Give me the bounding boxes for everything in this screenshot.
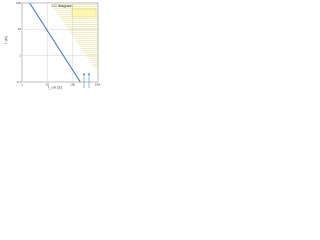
note-box (71, 8, 97, 18)
x-tick-label: 1 (21, 82, 23, 86)
x-tick-label: 100 (70, 82, 75, 86)
page: {"chart_data": {"type": "line", "title":… (0, 0, 100, 91)
y-tick-label: 0.1 (17, 80, 22, 84)
x-tick-label: 10 (46, 82, 50, 86)
y-tick-label: 10 (18, 27, 22, 31)
data-line (29, 2, 81, 83)
y-tick-label: 100 (16, 1, 21, 5)
chart-title: I-C diagram (52, 3, 74, 8)
y-tick-label: 1 (19, 53, 21, 57)
arrow-head (83, 72, 85, 75)
arrow-head (88, 72, 90, 75)
hatched-region (50, 3, 98, 70)
x-axis-label: t_on (s) (48, 85, 62, 90)
y-axis-label: I (A) (3, 36, 8, 44)
